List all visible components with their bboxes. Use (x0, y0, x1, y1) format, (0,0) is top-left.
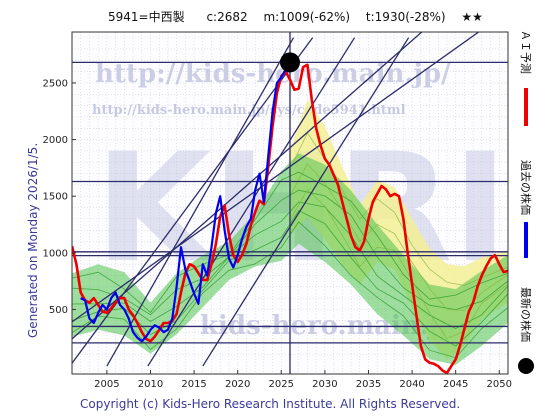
latest-marker (280, 52, 300, 73)
y-tick-label: 1500 (43, 192, 68, 203)
x-tick-label: 2025 (269, 379, 294, 390)
trend-line (202, 37, 410, 367)
x-tick-label: 2035 (356, 379, 381, 390)
y-tick-label: 2500 (43, 78, 68, 89)
x-tick-label: 2045 (443, 379, 468, 390)
y-tick-label: 2000 (43, 135, 68, 146)
x-tick-label: 2010 (138, 379, 163, 390)
generated-date-label: Generated on Monday 2026/1/5. (26, 143, 40, 338)
chart-header: 5941=中西製 c:2682 m:1009(-62%) t:1930(-28%… (108, 9, 483, 24)
legend-swatch-latest (518, 358, 534, 374)
legend-label-ai: ＡＩ予測 (519, 30, 533, 74)
x-tick-label: 2050 (487, 379, 512, 390)
current-price: c:2682 (206, 10, 247, 24)
max-price: m:1009(-62%) (263, 10, 350, 24)
past-price-line (80, 61, 291, 343)
x-tick-label: 2005 (94, 379, 119, 390)
green-cloud-band (72, 153, 508, 365)
y-tick-label: 500 (49, 305, 68, 316)
copyright-footer: Copyright (c) Kids-Hero Research Institu… (80, 397, 460, 411)
x-axis: 2005 2010 2015 2020 2025 2030 2035 2040 2045 2050 (94, 370, 512, 390)
legend-label-latest: 最新の株価 (519, 287, 533, 342)
x-tick-label: 2015 (181, 379, 206, 390)
legend: ＡＩ予測 過去の株価 最新の株価 (518, 30, 534, 374)
trend-line (147, 37, 356, 367)
latest-price-dot (280, 52, 300, 73)
trend-line (72, 32, 480, 323)
stock-code-name: 5941=中西製 (108, 9, 185, 24)
y-tick-label: 1000 (43, 248, 68, 259)
plot-frame (71, 31, 509, 375)
series-layer (72, 61, 508, 374)
x-tick-label: 2030 (312, 379, 337, 390)
trend-line (106, 37, 295, 367)
y-axis: 500 1000 1500 2000 2500 (43, 78, 76, 316)
x-tick-label: 2020 (225, 379, 250, 390)
target-price: t:1930(-28%) (366, 10, 446, 24)
cloud-envelope-line (289, 163, 508, 311)
x-tick-label: 2040 (399, 379, 424, 390)
legend-label-past: 過去の株価 (519, 160, 533, 215)
rating-stars: ★★ (461, 10, 483, 24)
